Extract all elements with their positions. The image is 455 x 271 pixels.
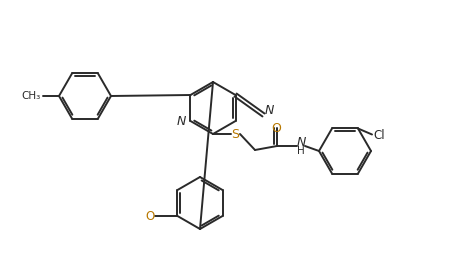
Text: Cl: Cl [372, 129, 384, 142]
Text: S: S [231, 127, 238, 140]
Text: N: N [177, 115, 186, 127]
Text: N: N [264, 104, 273, 117]
Text: H: H [297, 146, 304, 156]
Text: O: O [145, 209, 154, 222]
Text: O: O [270, 122, 280, 135]
Text: N: N [296, 136, 305, 149]
Text: CH₃: CH₃ [22, 91, 41, 101]
